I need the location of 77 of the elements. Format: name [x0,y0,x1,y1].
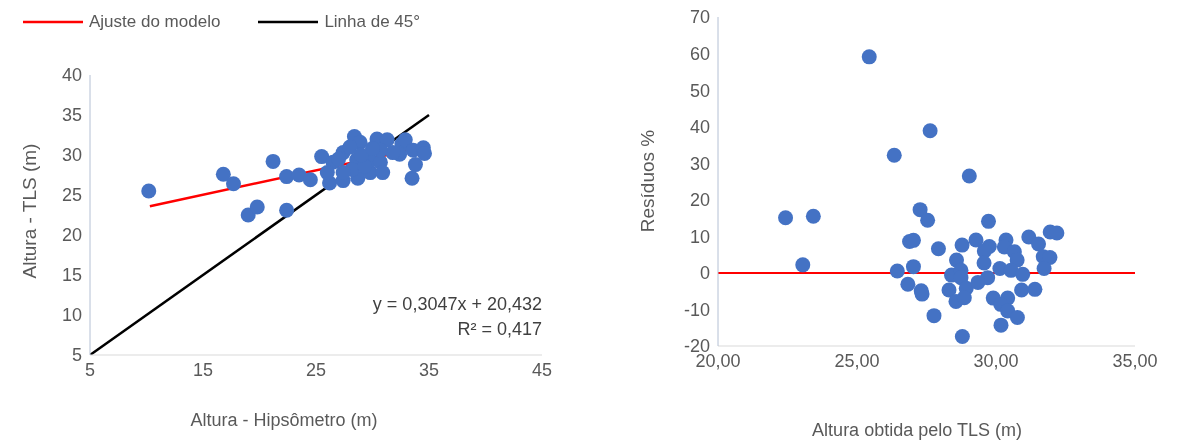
point [795,257,811,273]
x-axis-title: Altura obtida pelo TLS (m) [812,420,1022,441]
point [249,199,265,215]
point [226,176,242,192]
point [912,202,928,218]
point [1014,282,1030,298]
x-tick-label: 5 [84,359,96,380]
y-tick-label: 15 [61,265,82,286]
annotation: y = 0,3047x + 20,432 [372,293,542,316]
y-tick-label: 25 [61,185,82,206]
y-axis-title: Altura - TLS (m) [19,143,41,279]
y-tick-label: 60 [689,43,710,64]
x-tick-label: 45 [531,359,553,380]
point [861,49,877,65]
y-tick-label: 10 [689,226,710,247]
point [954,329,970,344]
y-tick-label: 30 [689,153,710,174]
point [375,165,391,181]
x-tick-label: 30,00 [973,350,1019,371]
point [265,153,281,169]
point [1031,236,1047,252]
point [900,276,916,292]
y-tick-label: -10 [683,299,710,320]
point [342,139,358,155]
legend-label: Linha de 45° [324,12,421,32]
point [889,263,905,279]
point [954,237,970,253]
x-tick-label: 35,00 [1112,350,1158,371]
y-tick-label: 70 [689,7,710,28]
x-tick-label: 15 [192,359,214,380]
point [141,183,157,199]
y-axis-title: Resíduos % [637,129,659,233]
y-tick-label: 40 [61,65,82,86]
point [905,259,921,275]
y-tick-label: 30 [61,145,82,166]
x-axis-title: Altura - Hipsômetro (m) [190,410,378,431]
y-tick-label: 40 [689,117,710,138]
legend-label: Ajuste do modelo [89,12,221,32]
point [968,232,984,248]
point [976,243,992,259]
point [961,168,977,184]
point [980,213,996,229]
point [886,147,902,163]
y-tick-label: 20 [689,190,710,211]
annotation: R² = 0,417 [456,318,542,341]
point [970,274,986,290]
point [1009,309,1025,325]
point [279,169,295,185]
point [331,151,347,167]
point [215,166,231,182]
point [805,208,821,224]
point [926,308,942,324]
y-tick-label: 10 [61,305,82,326]
point [956,290,972,306]
point [314,149,330,165]
x-tick-label: 35 [418,359,440,380]
x-tick-label: 25 [305,359,327,380]
y-tick-label: 0 [699,263,710,284]
point [778,210,794,226]
point [407,157,423,173]
point [922,123,938,139]
point [279,202,295,218]
point [1015,266,1031,282]
point [1027,281,1043,297]
point [993,317,1009,333]
point [1036,261,1052,276]
point [404,170,420,186]
x-tick-label: 25,00 [834,350,880,371]
point [302,172,318,188]
point [976,255,992,271]
point [319,165,335,181]
point [930,241,946,257]
y-tick-label: 35 [61,105,82,126]
point [920,212,936,228]
point [941,282,957,298]
y-tick-label: 20 [61,225,82,246]
y-tick-label: 50 [689,80,710,101]
